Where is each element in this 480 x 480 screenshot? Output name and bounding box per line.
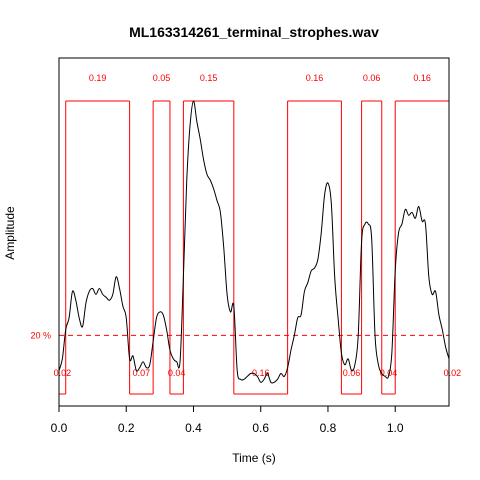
segment-10-duration-label: 0.04 — [380, 368, 398, 378]
segment-12-duration-label: 0.02 — [444, 368, 462, 378]
segment-6-duration-label: 0.16 — [252, 368, 270, 378]
segment-0-duration-label: 0.02 — [54, 368, 72, 378]
x-tick-label-5: 1.0 — [387, 421, 404, 435]
segment-3-duration-label: 0.05 — [153, 73, 171, 83]
series-layer — [59, 100, 449, 384]
x-tick-label-2: 0.4 — [185, 421, 202, 435]
y-axis-label: Amplitude — [3, 206, 17, 260]
segment-11-duration-label: 0.16 — [413, 73, 431, 83]
x-axis: 0.0 0.2 0.4 0.6 0.8 1.0 — [51, 406, 404, 435]
segment-5-duration-label: 0.15 — [200, 73, 218, 83]
segment-2-duration-label: 0.07 — [133, 368, 151, 378]
amplitude-envelope-line — [59, 100, 449, 384]
segment-7-duration-label: 0.16 — [306, 73, 324, 83]
segment-8-duration-label: 0.06 — [343, 368, 361, 378]
chart-title: ML163314261_terminal_strophes.wav — [129, 24, 379, 40]
x-tick-label-3: 0.6 — [252, 421, 269, 435]
plot-frame — [58, 57, 450, 407]
x-tick-label-1: 0.2 — [118, 421, 135, 435]
x-axis-label: Time (s) — [232, 451, 276, 465]
x-tick-label-4: 0.8 — [320, 421, 337, 435]
segment-labels-layer: 0.02 0.19 0.07 0.05 0.04 0.15 0.16 0.16 0.06 0.06… — [54, 73, 462, 378]
segment-1-duration-label: 0.19 — [89, 73, 107, 83]
segment-9-duration-label: 0.06 — [363, 73, 381, 83]
segment-4-duration-label: 0.04 — [168, 368, 186, 378]
threshold-label: 20 % — [30, 330, 51, 340]
segments-layer — [59, 100, 449, 395]
x-tick-label-0: 0.0 — [51, 421, 68, 435]
